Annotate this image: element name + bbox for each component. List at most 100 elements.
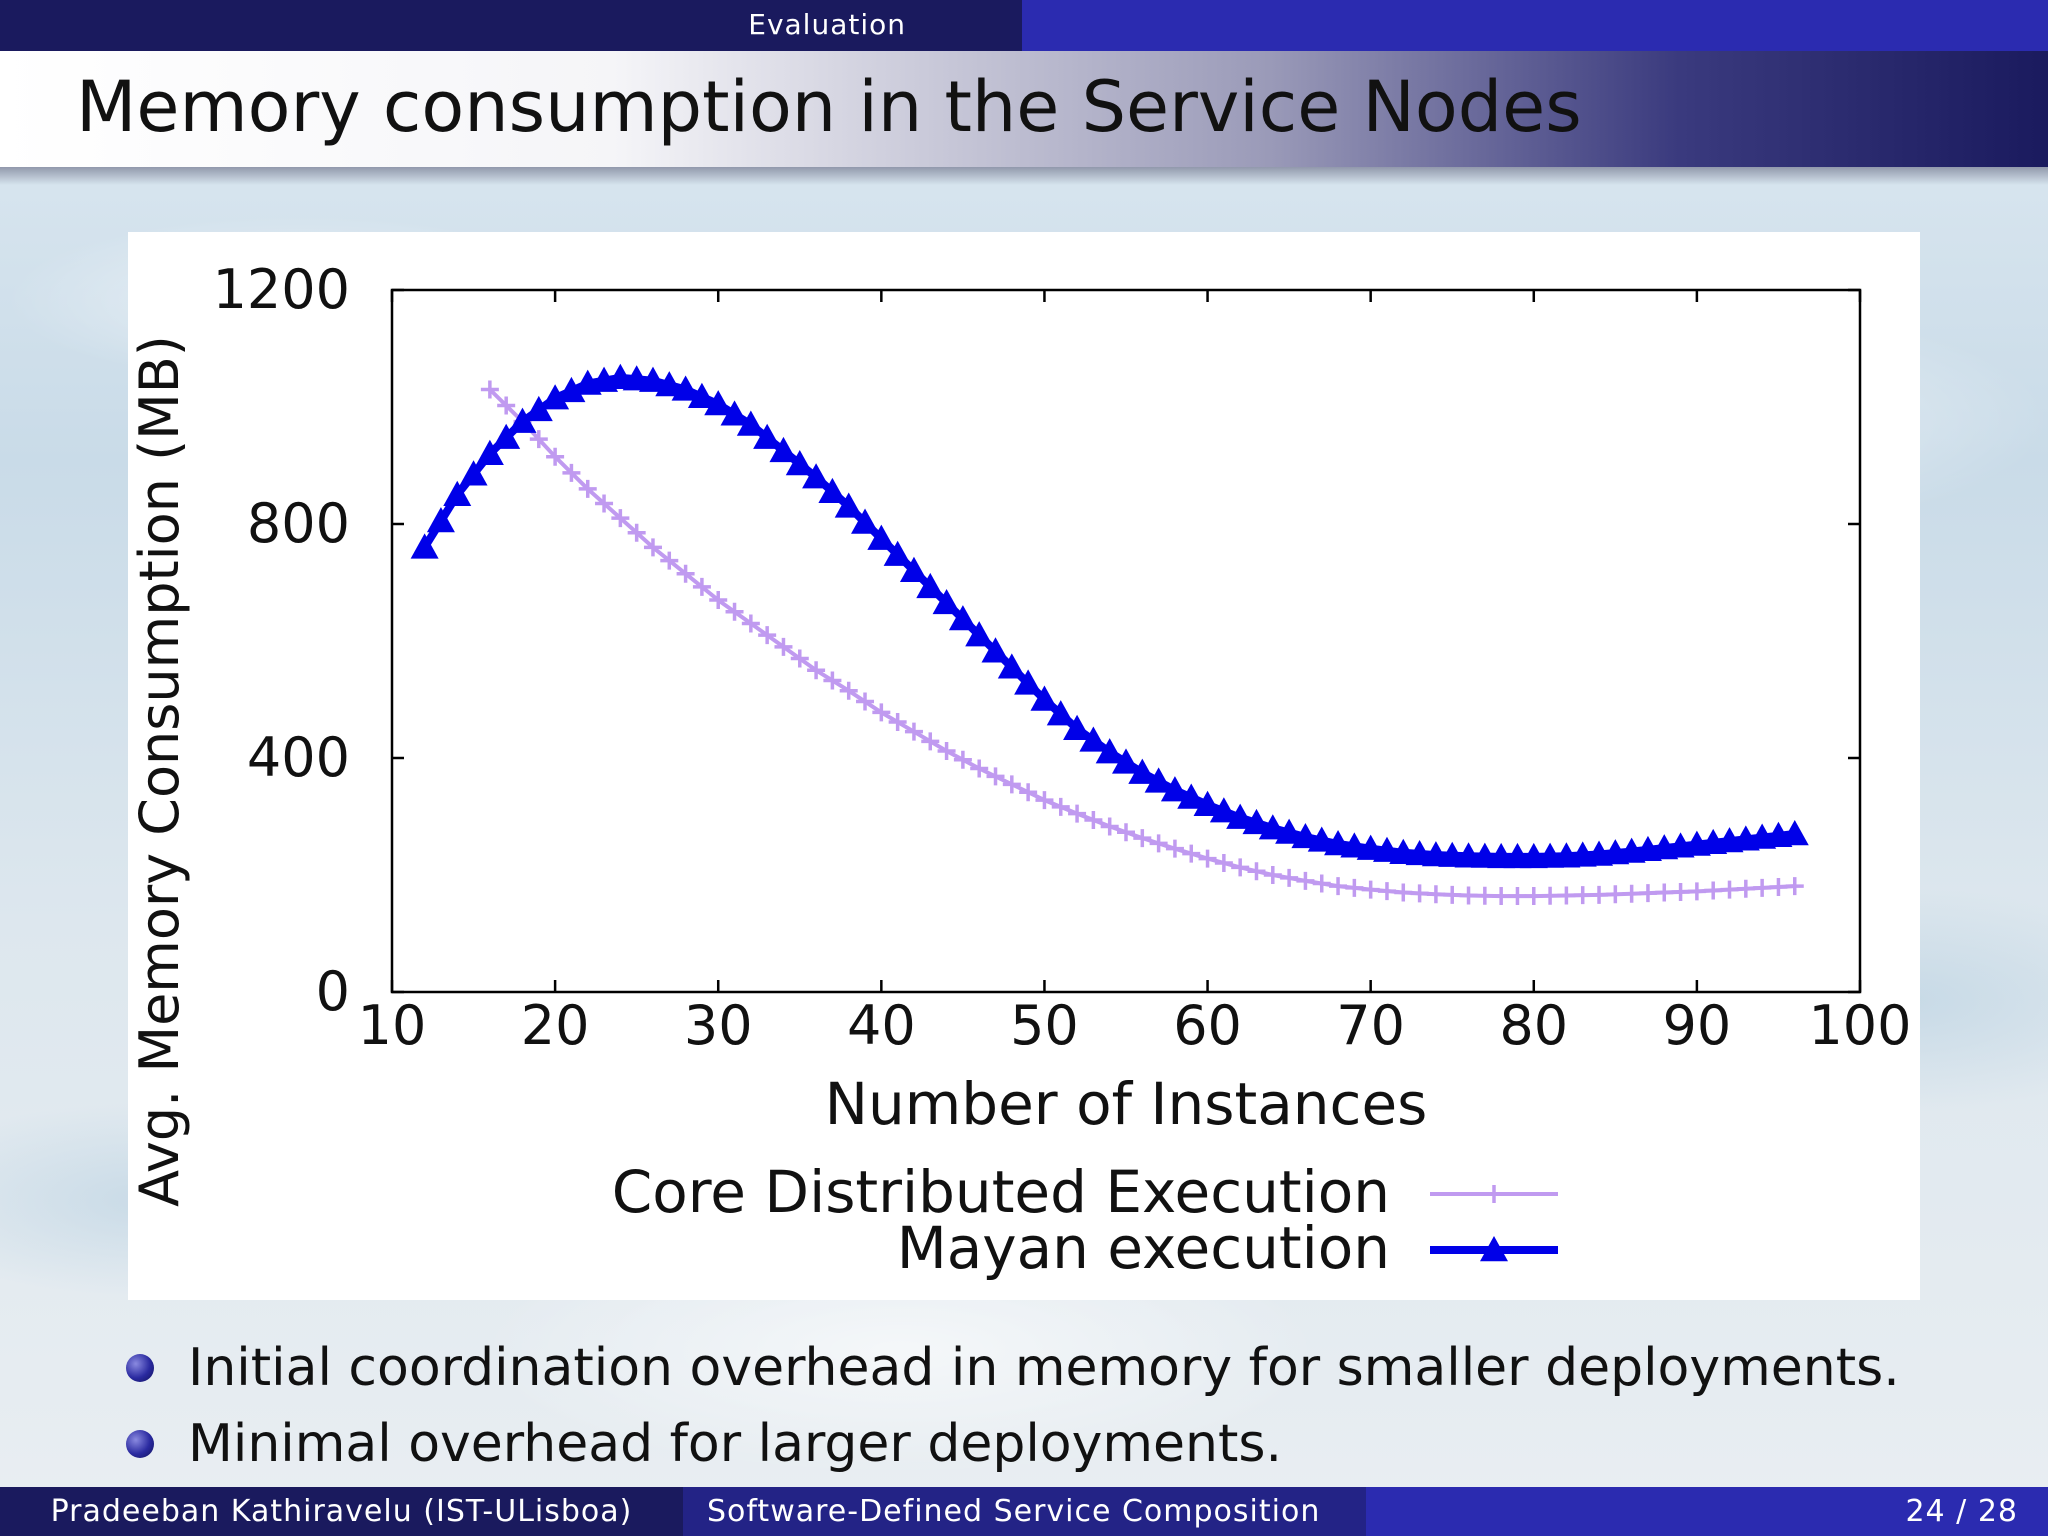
- data-point: [1291, 822, 1320, 849]
- data-point: [1655, 883, 1674, 902]
- data-point: [1182, 844, 1201, 863]
- data-point: [1340, 832, 1369, 858]
- data-point: [638, 366, 667, 392]
- data-point: [1704, 881, 1723, 900]
- data-point: [1524, 887, 1543, 906]
- data-point: [1508, 887, 1527, 906]
- bullet-item: Minimal overhead for larger deployments.: [120, 1406, 2020, 1482]
- data-point: [1214, 854, 1233, 873]
- data-point: [970, 759, 989, 778]
- series-line: [421, 373, 1796, 861]
- data-point: [687, 382, 716, 408]
- data-point: [1112, 748, 1140, 774]
- data-point: [1165, 839, 1184, 858]
- data-point: [1345, 878, 1364, 897]
- data-point: [1160, 776, 1189, 802]
- data-point: [1231, 858, 1250, 877]
- data-point: [981, 637, 1010, 663]
- data-point: [1671, 882, 1690, 901]
- x-tick-label: 90: [1663, 994, 1732, 1057]
- data-point: [1128, 758, 1157, 784]
- data-point: [643, 538, 662, 557]
- series-mayan: [410, 363, 1809, 869]
- data-point: [1051, 797, 1070, 816]
- footer-bar: Pradeeban Kathiravelu (IST-ULisboa) Soft…: [0, 1487, 2048, 1536]
- data-point: [410, 533, 439, 559]
- data-point: [1019, 783, 1038, 802]
- data-point: [1226, 803, 1255, 829]
- data-point: [709, 591, 728, 610]
- data-point: [480, 380, 499, 399]
- data-point: [475, 439, 504, 465]
- data-point: [1394, 883, 1413, 902]
- x-tick-label: 60: [1173, 994, 1242, 1057]
- data-point: [1100, 817, 1119, 836]
- data-point: [692, 577, 711, 596]
- section-label[interactable]: Evaluation: [748, 8, 906, 41]
- x-tick-label: 20: [521, 994, 590, 1057]
- data-point: [704, 390, 733, 416]
- bullet-text: Initial coordination overhead in memory …: [188, 1338, 1900, 1398]
- title-bar-shadow: [0, 167, 2048, 185]
- data-point: [1606, 885, 1625, 904]
- data-point: [899, 556, 928, 582]
- data-point: [541, 384, 570, 410]
- data-point: [758, 626, 777, 645]
- data-point: [1095, 738, 1124, 764]
- memory-consumption-chart: 10 20 30 40 50 60 70 80 90 100 0 400 800 1200 Number o…: [128, 258, 1912, 1282]
- bullet-item: Initial coordination overhead in memory …: [120, 1330, 2020, 1406]
- x-tick-label: 80: [1499, 994, 1568, 1057]
- bullet-text: Minimal overhead for larger deployments.: [188, 1414, 1282, 1474]
- data-point: [1030, 685, 1059, 711]
- data-point: [1443, 885, 1462, 904]
- data-point: [1780, 820, 1809, 846]
- footer-talk-title[interactable]: Software-Defined Service Composition: [683, 1487, 1366, 1536]
- data-point: [529, 430, 548, 449]
- data-point: [1638, 884, 1657, 903]
- data-point: [851, 508, 880, 534]
- x-tick-label: 10: [358, 994, 427, 1057]
- bullet-icon: [126, 1354, 154, 1382]
- data-point: [1247, 862, 1266, 881]
- data-point: [823, 671, 842, 690]
- data-point: [524, 395, 553, 422]
- footer-author[interactable]: Pradeeban Kathiravelu (IST-ULisboa): [0, 1487, 683, 1536]
- data-point: [1198, 849, 1217, 868]
- data-point: [497, 396, 516, 415]
- plot-frame: [390, 288, 1862, 994]
- data-point: [1149, 834, 1168, 853]
- legend-label: Core Distributed Execution: [612, 1158, 1390, 1226]
- data-point: [790, 649, 809, 668]
- legend-marker: [1480, 1236, 1508, 1262]
- footer-page-number: 24 / 28: [1366, 1487, 2048, 1536]
- data-point: [443, 480, 472, 506]
- data-point: [953, 750, 972, 769]
- data-point: [1193, 790, 1222, 816]
- data-point: [426, 507, 455, 533]
- data-point: [1622, 884, 1641, 903]
- data-point: [1329, 877, 1348, 896]
- data-point: [1492, 887, 1511, 906]
- data-point: [557, 376, 586, 403]
- data-point: [546, 447, 565, 466]
- data-point: [562, 463, 581, 482]
- data-point: [802, 463, 831, 489]
- data-point: [1324, 829, 1353, 856]
- x-tick-label: 100: [1808, 994, 1911, 1057]
- data-point: [736, 410, 765, 436]
- data-point: [1177, 783, 1206, 809]
- data-point: [883, 540, 912, 566]
- data-point: [916, 572, 945, 599]
- data-point: [578, 479, 597, 498]
- data-point: [1275, 818, 1304, 844]
- data-point: [753, 423, 782, 449]
- legend-marker: [1485, 1185, 1503, 1203]
- chart-panel: 10 20 30 40 50 60 70 80 90 100 0 400 800 1200 Number o…: [128, 232, 1920, 1300]
- data-point: [948, 605, 977, 631]
- data-point: [741, 614, 760, 633]
- data-point: [1687, 882, 1706, 901]
- data-point: [986, 767, 1005, 786]
- data-point: [671, 375, 700, 401]
- data-point: [807, 661, 826, 680]
- data-point: [1557, 886, 1576, 905]
